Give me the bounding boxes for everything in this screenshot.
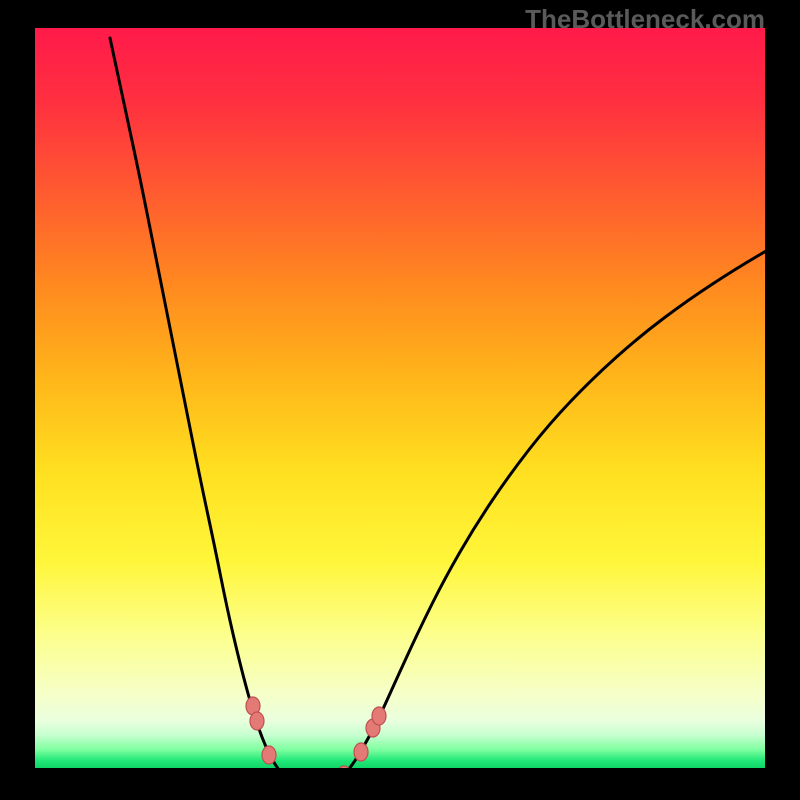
- data-marker: [354, 743, 368, 761]
- watermark-text: TheBottleneck.com: [525, 4, 765, 35]
- data-marker: [250, 712, 264, 730]
- curve-layer: [35, 28, 765, 768]
- marker-group: [246, 697, 386, 768]
- plot-area: [35, 28, 765, 768]
- data-marker: [372, 707, 386, 725]
- bottleneck-curve: [110, 38, 765, 768]
- chart-container: TheBottleneck.com: [0, 0, 800, 800]
- data-marker: [262, 746, 276, 764]
